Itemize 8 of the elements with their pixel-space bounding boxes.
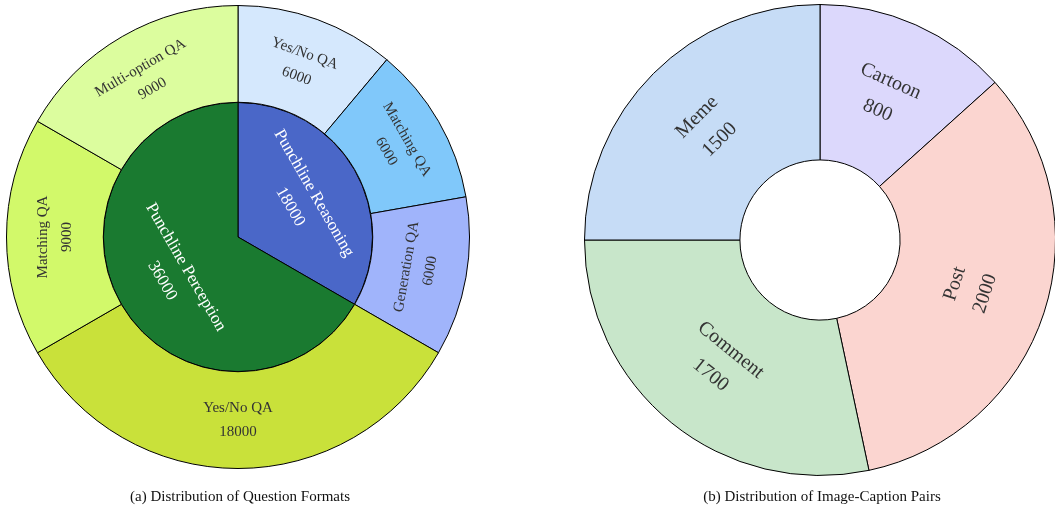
data-label: 800 [860, 92, 897, 126]
data-label: 6000 [280, 62, 314, 88]
slice-label: Matching QA [33, 195, 50, 279]
data-label: 18000 [219, 423, 257, 440]
data-label: 9000 [57, 222, 74, 252]
slice-label: Yes/No QA [203, 399, 274, 416]
text: (a) Distribution of Question Formats [130, 488, 350, 505]
text: (b) Distribution of Image-Caption Pairs [703, 488, 941, 505]
